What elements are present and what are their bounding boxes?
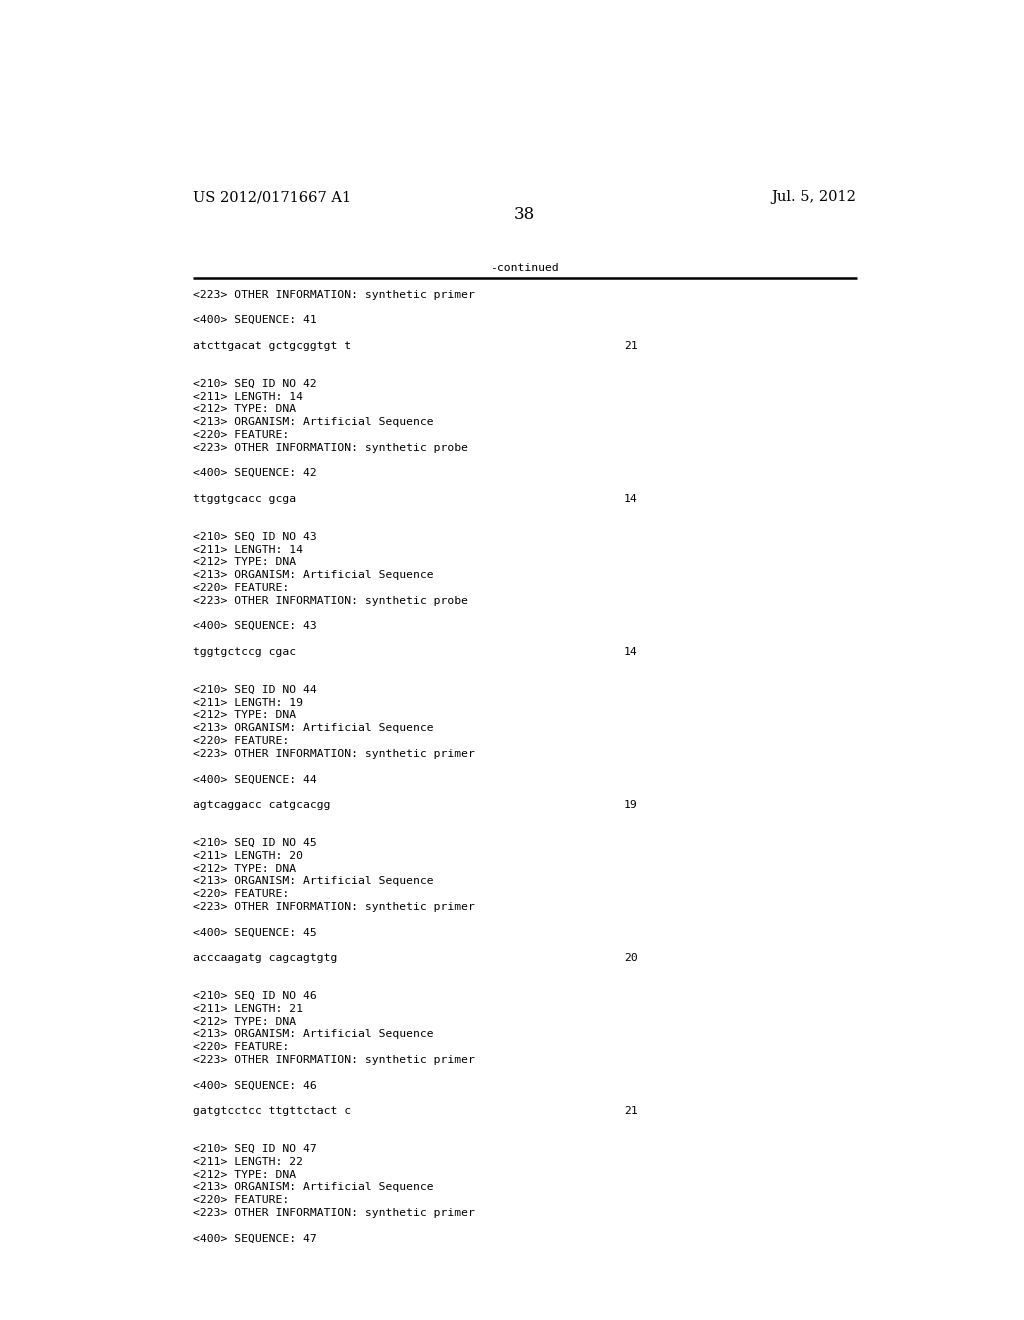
Text: <211> LENGTH: 14: <211> LENGTH: 14 [194,545,303,554]
Text: <400> SEQUENCE: 47: <400> SEQUENCE: 47 [194,1233,316,1243]
Text: <212> TYPE: DNA: <212> TYPE: DNA [194,710,296,721]
Text: <400> SEQUENCE: 44: <400> SEQUENCE: 44 [194,775,316,784]
Text: <400> SEQUENCE: 43: <400> SEQUENCE: 43 [194,622,316,631]
Text: gatgtcctcc ttgttctact c: gatgtcctcc ttgttctact c [194,1106,351,1115]
Text: <220> FEATURE:: <220> FEATURE: [194,430,290,440]
Text: <212> TYPE: DNA: <212> TYPE: DNA [194,1170,296,1180]
Text: 21: 21 [624,341,638,351]
Text: <220> FEATURE:: <220> FEATURE: [194,1195,290,1205]
Text: <213> ORGANISM: Artificial Sequence: <213> ORGANISM: Artificial Sequence [194,1030,434,1039]
Text: Jul. 5, 2012: Jul. 5, 2012 [772,190,856,205]
Text: <400> SEQUENCE: 45: <400> SEQUENCE: 45 [194,928,316,937]
Text: ttggtgcacc gcga: ttggtgcacc gcga [194,494,296,504]
Text: <223> OTHER INFORMATION: synthetic primer: <223> OTHER INFORMATION: synthetic prime… [194,1055,475,1065]
Text: <220> FEATURE:: <220> FEATURE: [194,583,290,593]
Text: <220> FEATURE:: <220> FEATURE: [194,1041,290,1052]
Text: <211> LENGTH: 19: <211> LENGTH: 19 [194,698,303,708]
Text: <210> SEQ ID NO 43: <210> SEQ ID NO 43 [194,532,316,543]
Text: tggtgctccg cgac: tggtgctccg cgac [194,647,296,656]
Text: <212> TYPE: DNA: <212> TYPE: DNA [194,404,296,414]
Text: atcttgacat gctgcggtgt t: atcttgacat gctgcggtgt t [194,341,351,351]
Text: <210> SEQ ID NO 44: <210> SEQ ID NO 44 [194,685,316,694]
Text: US 2012/0171667 A1: US 2012/0171667 A1 [194,190,351,205]
Text: <212> TYPE: DNA: <212> TYPE: DNA [194,557,296,568]
Text: <400> SEQUENCE: 46: <400> SEQUENCE: 46 [194,1080,316,1090]
Text: <212> TYPE: DNA: <212> TYPE: DNA [194,863,296,874]
Text: <210> SEQ ID NO 42: <210> SEQ ID NO 42 [194,379,316,389]
Text: 14: 14 [624,647,638,656]
Text: acccaagatg cagcagtgtg: acccaagatg cagcagtgtg [194,953,338,962]
Text: <223> OTHER INFORMATION: synthetic primer: <223> OTHER INFORMATION: synthetic prime… [194,748,475,759]
Text: <400> SEQUENCE: 41: <400> SEQUENCE: 41 [194,315,316,325]
Text: <213> ORGANISM: Artificial Sequence: <213> ORGANISM: Artificial Sequence [194,723,434,733]
Text: <212> TYPE: DNA: <212> TYPE: DNA [194,1016,296,1027]
Text: <211> LENGTH: 20: <211> LENGTH: 20 [194,851,303,861]
Text: <213> ORGANISM: Artificial Sequence: <213> ORGANISM: Artificial Sequence [194,876,434,886]
Text: <211> LENGTH: 21: <211> LENGTH: 21 [194,1003,303,1014]
Text: <223> OTHER INFORMATION: synthetic primer: <223> OTHER INFORMATION: synthetic prime… [194,289,475,300]
Text: 14: 14 [624,494,638,504]
Text: <213> ORGANISM: Artificial Sequence: <213> ORGANISM: Artificial Sequence [194,417,434,428]
Text: <220> FEATURE:: <220> FEATURE: [194,737,290,746]
Text: <223> OTHER INFORMATION: synthetic primer: <223> OTHER INFORMATION: synthetic prime… [194,902,475,912]
Text: 19: 19 [624,800,638,809]
Text: <213> ORGANISM: Artificial Sequence: <213> ORGANISM: Artificial Sequence [194,570,434,581]
Text: <223> OTHER INFORMATION: synthetic probe: <223> OTHER INFORMATION: synthetic probe [194,595,468,606]
Text: <211> LENGTH: 14: <211> LENGTH: 14 [194,392,303,401]
Text: <223> OTHER INFORMATION: synthetic probe: <223> OTHER INFORMATION: synthetic probe [194,442,468,453]
Text: <223> OTHER INFORMATION: synthetic primer: <223> OTHER INFORMATION: synthetic prime… [194,1208,475,1218]
Text: -continued: -continued [490,263,559,273]
Text: <220> FEATURE:: <220> FEATURE: [194,890,290,899]
Text: <210> SEQ ID NO 45: <210> SEQ ID NO 45 [194,838,316,847]
Text: 38: 38 [514,206,536,223]
Text: <210> SEQ ID NO 46: <210> SEQ ID NO 46 [194,991,316,1001]
Text: 21: 21 [624,1106,638,1115]
Text: <400> SEQUENCE: 42: <400> SEQUENCE: 42 [194,469,316,478]
Text: agtcaggacc catgcacgg: agtcaggacc catgcacgg [194,800,331,809]
Text: 20: 20 [624,953,638,962]
Text: <211> LENGTH: 22: <211> LENGTH: 22 [194,1156,303,1167]
Text: <210> SEQ ID NO 47: <210> SEQ ID NO 47 [194,1144,316,1154]
Text: <213> ORGANISM: Artificial Sequence: <213> ORGANISM: Artificial Sequence [194,1183,434,1192]
